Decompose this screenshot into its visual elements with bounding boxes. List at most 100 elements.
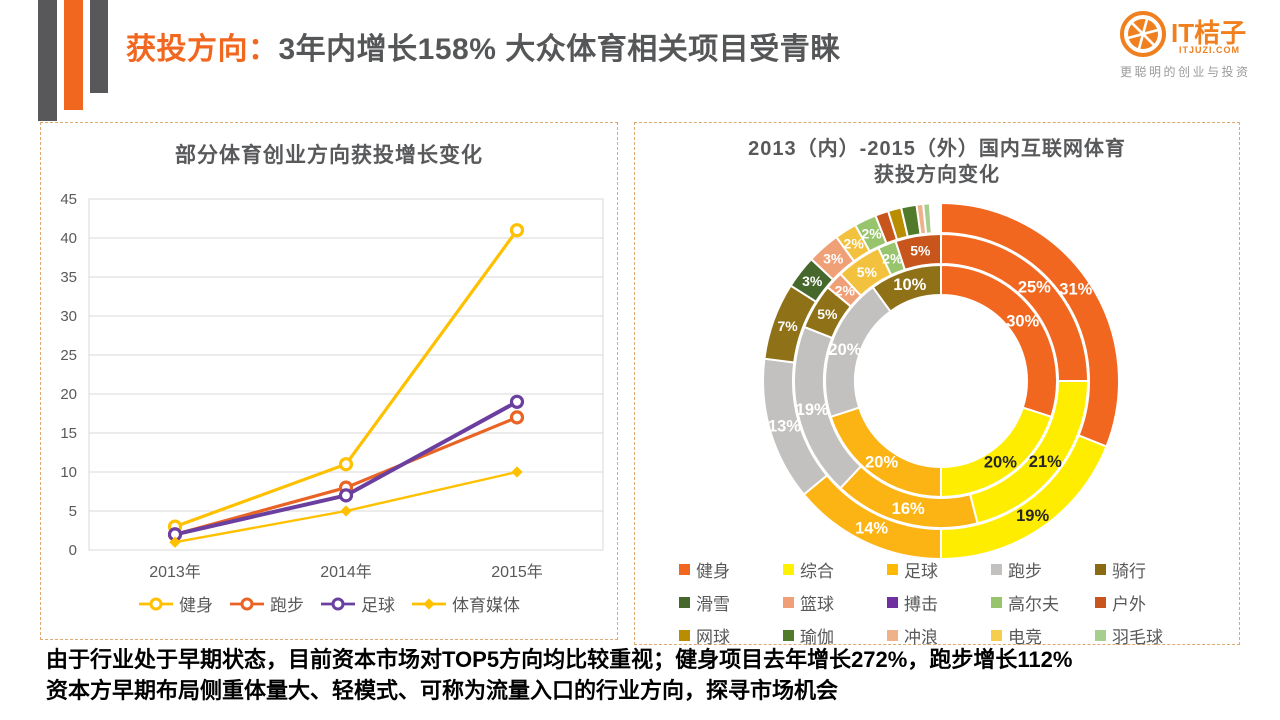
diamond-marker-icon bbox=[412, 597, 446, 610]
svg-text:2%: 2% bbox=[882, 250, 903, 266]
svg-text:35: 35 bbox=[60, 269, 77, 286]
donut-legend-label: 电竞 bbox=[1008, 628, 1042, 647]
svg-text:2015年: 2015年 bbox=[491, 563, 543, 581]
legend-swatch-icon bbox=[887, 564, 898, 575]
page-title-rest: 3年内增长158% 大众体育相关项目受青睐 bbox=[278, 33, 841, 66]
donut-legend-item: 滑雪 bbox=[679, 590, 783, 615]
page-title-highlight: 获投方向： bbox=[126, 33, 279, 66]
svg-text:10%: 10% bbox=[893, 276, 926, 294]
legend-swatch-icon bbox=[991, 564, 1002, 575]
line-chart-title: 部分体育创业方向获投增长变化 bbox=[175, 144, 483, 167]
svg-text:3%: 3% bbox=[823, 251, 844, 267]
legend-swatch-icon bbox=[783, 630, 794, 641]
svg-text:30: 30 bbox=[60, 308, 77, 325]
legend-swatch-icon bbox=[679, 630, 690, 641]
donut-legend-label: 瑜伽 bbox=[800, 628, 834, 647]
donut-legend-label: 跑步 bbox=[1008, 562, 1042, 581]
donut-legend-label: 骑行 bbox=[1112, 562, 1146, 581]
svg-text:10: 10 bbox=[60, 464, 77, 481]
legend-swatch-icon bbox=[783, 597, 794, 608]
donut-legend-item: 综合 bbox=[783, 557, 887, 582]
donut-legend-item: 羽毛球 bbox=[1095, 623, 1199, 648]
svg-text:2%: 2% bbox=[861, 226, 882, 242]
donut-legend-item: 网球 bbox=[679, 623, 783, 648]
svg-text:31%: 31% bbox=[1059, 280, 1092, 298]
svg-text:20%: 20% bbox=[865, 454, 898, 472]
donut-chart-title: 2013（内）-2015（外）国内互联网体育 获投方向变化 bbox=[635, 136, 1239, 188]
donut-legend-item: 篮球 bbox=[783, 590, 887, 615]
svg-text:40: 40 bbox=[60, 230, 77, 247]
donut-legend-item: 电竞 bbox=[991, 623, 1095, 648]
legend-swatch-icon bbox=[1095, 630, 1106, 641]
svg-text:45: 45 bbox=[60, 191, 77, 208]
legend-swatch-icon bbox=[1095, 564, 1106, 575]
donut-legend-item: 搏击 bbox=[887, 590, 991, 615]
line-chart: 0 5 10 15 20 25 30 35 40 45 2013年 2014年 2015年 bbox=[60, 191, 604, 581]
svg-text:25: 25 bbox=[60, 347, 77, 364]
donut-legend-item: 骑行 bbox=[1095, 557, 1199, 582]
donut-legend-label: 网球 bbox=[696, 628, 730, 647]
svg-text:19%: 19% bbox=[796, 401, 829, 419]
legend-swatch-icon bbox=[991, 597, 1002, 608]
decoration-bar-orange bbox=[64, 0, 83, 110]
donut-legend-label: 篮球 bbox=[800, 595, 834, 614]
logo-name: IT桔子 bbox=[1171, 18, 1247, 48]
donut-legend-item: 高尔夫 bbox=[991, 590, 1095, 615]
donut-legend-label: 足球 bbox=[904, 562, 938, 581]
circle-marker-icon bbox=[230, 597, 264, 610]
donut-legend-label: 高尔夫 bbox=[1008, 595, 1059, 614]
legend-swatch-icon bbox=[783, 564, 794, 575]
donut-legend-item: 足球 bbox=[887, 557, 991, 582]
circle-marker-icon bbox=[321, 597, 355, 610]
line-chart-legend: 健身 跑步 足球 体育媒体 bbox=[41, 591, 617, 616]
legend-swatch-icon bbox=[679, 597, 690, 608]
donut-title-line1: 2013（内）-2015（外）国内互联网体育 bbox=[748, 138, 1126, 160]
svg-text:2%: 2% bbox=[835, 283, 856, 299]
logo-tagline: 更聪明的创业与投资 bbox=[1120, 65, 1251, 79]
legend-swatch-icon bbox=[887, 630, 898, 641]
line-legend-label: 足球 bbox=[361, 596, 395, 615]
donut-legend-label: 滑雪 bbox=[696, 595, 730, 614]
svg-text:20%: 20% bbox=[828, 341, 861, 359]
svg-text:5%: 5% bbox=[857, 264, 878, 280]
donut-chart-legend: 健身 综合 足球 跑步 骑行滑雪 篮球 搏击 高尔夫 户外网球 瑜伽 冲浪 电竞 羽毛球 bbox=[679, 557, 1199, 648]
donut-legend-label: 羽毛球 bbox=[1112, 628, 1163, 647]
donut-legend-label: 冲浪 bbox=[904, 628, 938, 647]
line-legend-item: 足球 bbox=[320, 591, 395, 616]
svg-text:20: 20 bbox=[60, 386, 77, 403]
svg-text:2013年: 2013年 bbox=[149, 563, 201, 581]
page-title: 获投方向：3年内增长158% 大众体育相关项目受青睐 bbox=[126, 24, 841, 68]
svg-text:5%: 5% bbox=[817, 306, 838, 322]
logo-domain: ITJUZI.COM bbox=[1179, 45, 1240, 55]
line-legend-item: 体育媒体 bbox=[411, 591, 520, 616]
donut-title-line2: 获投方向变化 bbox=[874, 164, 1000, 186]
legend-swatch-icon bbox=[991, 630, 1002, 641]
svg-text:0: 0 bbox=[69, 542, 77, 559]
donut-legend-item: 跑步 bbox=[991, 557, 1095, 582]
line-legend-label: 跑步 bbox=[270, 596, 304, 615]
decoration-bar-gray-1 bbox=[38, 0, 57, 121]
svg-text:21%: 21% bbox=[1029, 453, 1062, 471]
legend-swatch-icon bbox=[887, 597, 898, 608]
donut-chart-panel: 2013（内）-2015（外）国内互联网体育 获投方向变化 30% 20% 20% 2… bbox=[634, 122, 1240, 648]
donut-legend-label: 健身 bbox=[696, 562, 730, 581]
footer-insight: 由于行业处于早期状态，目前资本市场对TOP5方向均比较重视；健身项目去年增长27… bbox=[46, 644, 1072, 706]
decoration-bar-gray-2 bbox=[90, 0, 108, 93]
svg-text:19%: 19% bbox=[1016, 507, 1049, 525]
svg-text:5: 5 bbox=[69, 503, 77, 520]
legend-swatch-icon bbox=[1095, 597, 1106, 608]
svg-text:3%: 3% bbox=[802, 273, 823, 289]
svg-text:2%: 2% bbox=[844, 235, 865, 251]
donut-legend-label: 户外 bbox=[1112, 595, 1146, 614]
footer-line1: 由于行业处于早期状态，目前资本市场对TOP5方向均比较重视；健身项目去年增长27… bbox=[46, 647, 1073, 672]
svg-text:25%: 25% bbox=[1018, 279, 1051, 297]
svg-text:5%: 5% bbox=[910, 243, 931, 259]
line-legend-label: 体育媒体 bbox=[452, 596, 520, 615]
svg-text:16%: 16% bbox=[892, 500, 925, 518]
footer-line2: 资本方早期布局侧重体量大、轻模式、可称为流量入口的行业方向，探寻市场机会 bbox=[46, 678, 839, 703]
line-legend-item: 健身 bbox=[138, 591, 213, 616]
svg-text:2014年: 2014年 bbox=[320, 563, 372, 581]
svg-text:30%: 30% bbox=[1006, 313, 1039, 331]
svg-text:13%: 13% bbox=[768, 417, 801, 435]
line-legend-label: 健身 bbox=[179, 596, 213, 615]
